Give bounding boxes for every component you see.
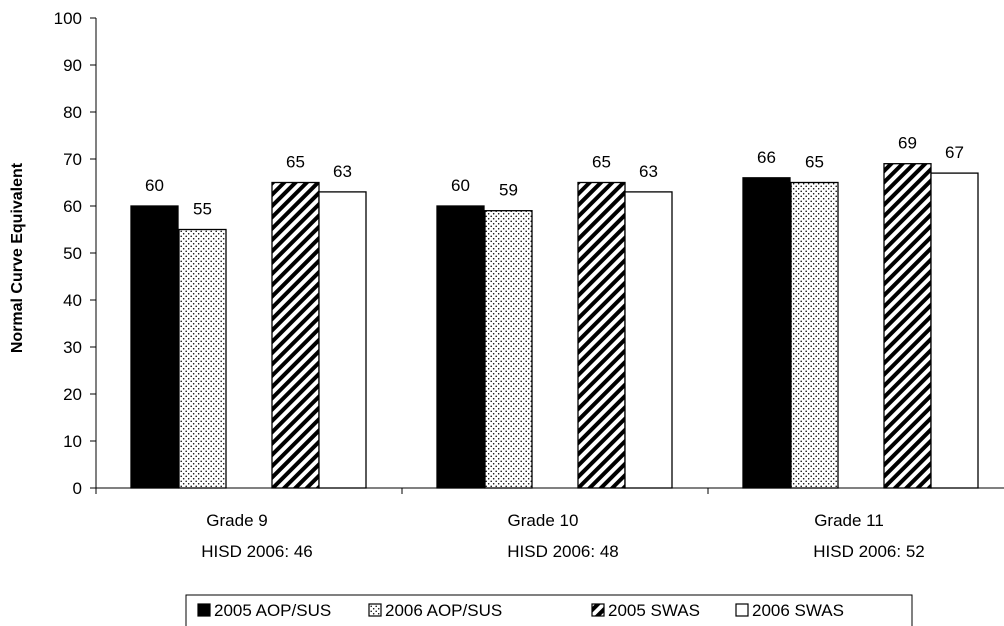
y-tick-label: 60: [63, 197, 82, 216]
bar-value-label: 60: [145, 176, 164, 195]
y-tick-label: 90: [63, 56, 82, 75]
legend-swatch: [368, 603, 382, 617]
bar-value-label: 66: [757, 148, 776, 167]
bars: [130, 163, 979, 489]
category-sublabel: HISD 2006: 48: [507, 542, 619, 561]
y-axis: 0 10 20 30 40 50 60 70 80 90 100: [54, 9, 97, 498]
category-label: Grade 11: [814, 511, 884, 530]
bar-value-label: 67: [945, 143, 964, 162]
bar: [436, 205, 485, 489]
bar-value-label: 55: [193, 200, 212, 219]
bar: [178, 228, 227, 489]
legend-label: 2006 SWAS: [752, 601, 844, 620]
bar-value-label: 65: [286, 153, 305, 172]
bar: [130, 205, 179, 489]
legend-box: [185, 594, 913, 626]
category-labels: Grade 9 HISD 2006: 46 Grade 10 HISD 2006: 4…: [201, 511, 925, 561]
bar: [790, 181, 839, 489]
bar-value-label: 63: [333, 162, 352, 181]
y-tick-label: 0: [73, 479, 82, 498]
x-axis: [95, 487, 1004, 494]
data-labels: 60 60 66 55 59 65 65 65 69 63 63 67: [145, 134, 964, 219]
legend-label: 2005 SWAS: [608, 601, 700, 620]
bar: [742, 177, 791, 489]
legend-swatch: [197, 603, 211, 617]
y-tick-label: 40: [63, 291, 82, 310]
category-label: Grade 9: [206, 511, 267, 530]
legend-label: 2006 AOP/SUS: [385, 601, 502, 620]
bar: [577, 181, 626, 489]
legend-label: 2005 AOP/SUS: [214, 601, 331, 620]
bar-value-label: 59: [499, 181, 518, 200]
bar: [271, 181, 320, 489]
category-sublabel: HISD 2006: 46: [201, 542, 313, 561]
y-tick-label: 70: [63, 150, 82, 169]
bar-value-label: 65: [805, 153, 824, 172]
bar: [318, 191, 367, 489]
y-tick-label: 80: [63, 103, 82, 122]
bar: [930, 172, 979, 489]
category-label: Grade 10: [508, 511, 579, 530]
legend-swatch: [591, 603, 605, 617]
legend: 2005 AOP/SUS 2006 AOP/SUS 2005 SWAS 2006 SW…: [185, 594, 913, 626]
bar-value-label: 65: [592, 153, 611, 172]
bar: [624, 191, 673, 489]
y-axis-title: Normal Curve Equivalent: [9, 162, 26, 353]
bar: [484, 210, 533, 489]
bar-value-label: 60: [451, 176, 470, 195]
bar-value-label: 63: [639, 162, 658, 181]
bar: [883, 163, 932, 489]
legend-swatch: [735, 603, 749, 617]
y-tick-label: 50: [63, 244, 82, 263]
y-tick-label: 30: [63, 338, 82, 357]
y-tick-label: 10: [63, 432, 82, 451]
category-sublabel: HISD 2006: 52: [813, 542, 925, 561]
y-tick-label: 100: [54, 9, 82, 28]
y-tick-label: 20: [63, 385, 82, 404]
bar-value-label: 69: [898, 134, 917, 153]
